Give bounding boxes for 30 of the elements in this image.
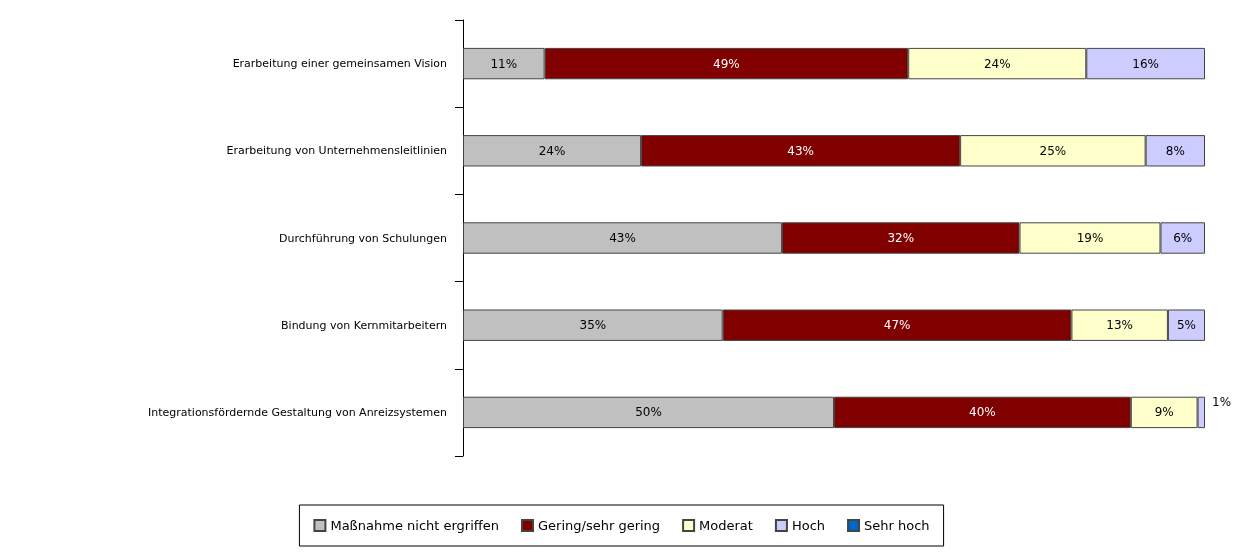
data-label: 25% <box>1039 143 1067 158</box>
data-label: 24% <box>538 143 566 158</box>
data-label: 9% <box>1154 405 1174 420</box>
data-label: 43% <box>787 143 814 158</box>
data-label: 5% <box>1176 318 1196 333</box>
data-label: 6% <box>1173 231 1193 245</box>
data-label: 43% <box>609 231 636 245</box>
y-tick-label: Durchführung von Schulungen <box>279 231 448 245</box>
y-tick-label: Bindung von Kernmitarbeitern <box>281 318 448 332</box>
data-label: 47% <box>883 318 911 333</box>
y-tick-label: Erarbeitung einer gemeinsamen Vision <box>232 57 448 71</box>
data-label: 50% <box>635 405 662 420</box>
data-label: 35% <box>579 318 607 333</box>
data-label: 1% <box>1212 395 1232 410</box>
data-label: 40% <box>969 405 996 420</box>
y-tick-label: Erarbeitung von Unternehmensleitlinien <box>226 144 448 158</box>
data-label: 8% <box>1165 143 1185 158</box>
data-label: 19% <box>1076 231 1104 245</box>
legend-label: Gering/sehr gering <box>538 518 661 533</box>
data-label: 16% <box>1132 56 1159 71</box>
data-label: 13% <box>1106 318 1134 333</box>
y-tick-label: Integrationsfördernde Gestaltung von Anreizsystemen <box>147 405 448 419</box>
legend-label: Maßnahme nicht ergriffen <box>330 518 500 533</box>
data-label: 11% <box>490 56 518 71</box>
data-label: 49% <box>713 56 740 71</box>
legend-label: Moderat <box>699 518 753 533</box>
data-label: 32% <box>887 231 915 245</box>
data-label: 24% <box>983 56 1011 71</box>
legend-label: Hoch <box>791 518 826 533</box>
legend-label: Sehr hoch <box>864 518 930 533</box>
